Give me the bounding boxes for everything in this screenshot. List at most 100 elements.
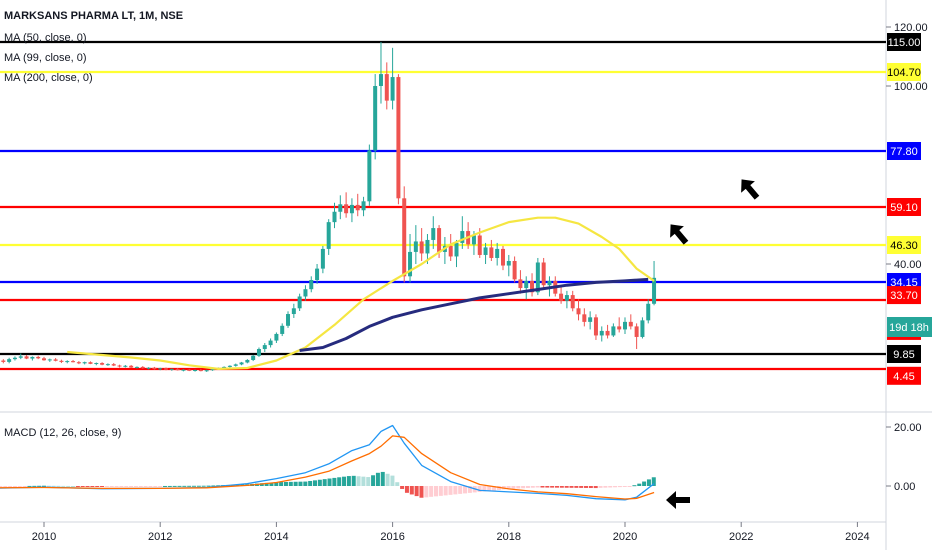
macd-histogram-bar	[274, 482, 279, 486]
time-tick-label: 2020	[613, 531, 637, 543]
macd-histogram-bar	[3, 486, 8, 487]
candle-up	[280, 325, 285, 334]
macd-histogram-bar	[584, 486, 589, 488]
candle-up	[623, 321, 627, 330]
candle-down	[42, 358, 46, 361]
macd-histogram-bar	[424, 486, 429, 498]
macd-histogram-bar	[598, 486, 603, 488]
candle-down	[129, 365, 134, 368]
macd-histogram-bar	[51, 485, 56, 487]
price-badge	[887, 63, 921, 81]
macd-histogram-bar	[283, 481, 288, 486]
candle-up	[524, 280, 529, 289]
macd-histogram-bar	[409, 486, 414, 495]
macd-histogram-bar	[579, 486, 584, 488]
macd-histogram-bar	[492, 486, 497, 491]
macd-histogram-bar	[279, 482, 284, 486]
macd-histogram-bar	[264, 482, 269, 486]
macd-histogram-bar	[366, 477, 371, 486]
macd-histogram-bar	[613, 486, 618, 488]
countdown-label: 19d 18h	[889, 322, 929, 334]
candle-up	[309, 280, 314, 290]
candle-up	[181, 369, 186, 371]
macd-histogram-bar	[41, 485, 46, 487]
candle-up	[361, 201, 366, 211]
candle-up	[320, 248, 325, 269]
candle-down	[88, 362, 93, 364]
macd-histogram-bar	[627, 486, 632, 487]
macd-histogram-bar	[32, 485, 37, 487]
macd-histogram-bar	[400, 486, 405, 489]
macd-histogram-bar	[487, 486, 492, 491]
candle-up	[303, 289, 308, 297]
macd-histogram-bar	[206, 485, 211, 487]
price-tick-label: 120.00	[894, 22, 928, 34]
macd-histogram-bar	[622, 486, 627, 487]
symbol-title: MARKSANS PHARMA LT, 1M, NSE	[4, 10, 184, 22]
candle-up	[245, 359, 250, 363]
candle-up	[12, 357, 17, 360]
candle-down	[634, 326, 639, 337]
macd-histogram-bar	[187, 485, 192, 487]
candle-up	[239, 362, 244, 365]
candle-down	[24, 356, 29, 359]
macd-histogram-bar	[453, 486, 458, 495]
macd-histogram-bar	[172, 485, 177, 487]
candle-down	[100, 363, 105, 365]
macd-histogram-bar	[433, 486, 438, 497]
candle-up	[454, 242, 459, 257]
macd-histogram-bar	[308, 480, 313, 486]
candle-up	[262, 345, 267, 350]
candle-up	[535, 262, 540, 293]
macd-histogram-bar	[332, 477, 337, 486]
macd-histogram-bar	[85, 486, 90, 487]
macd-histogram-bar	[564, 486, 569, 488]
candle-up	[146, 367, 151, 369]
candle-down	[117, 365, 122, 367]
candle-up	[94, 363, 99, 365]
candle-up	[7, 359, 12, 362]
ma-yellow-line	[67, 216, 655, 370]
macd-histogram-bar	[351, 475, 356, 486]
price-badge	[887, 198, 921, 216]
macd-histogram-bar	[56, 485, 61, 487]
candle-up	[588, 317, 593, 322]
price-badge	[887, 366, 921, 385]
candle-up	[47, 359, 52, 361]
macd-histogram-bar	[617, 486, 622, 488]
macd-histogram-bar	[516, 486, 521, 489]
candle-down	[187, 369, 192, 371]
candle-down	[198, 369, 203, 372]
ma-200-label: MA (200, close, 0)	[4, 72, 93, 84]
candle-up	[349, 204, 354, 214]
candle-up	[297, 296, 302, 309]
macd-histogram-bar	[71, 485, 76, 487]
price-badge-label: 77.80	[890, 146, 918, 158]
macd-histogram-bar	[66, 485, 71, 487]
candle-down	[164, 368, 169, 370]
candle-up	[204, 370, 209, 372]
arrow-marker-lower-shape	[670, 224, 689, 245]
macd-histogram-bar	[342, 476, 347, 486]
macd-histogram-bar	[356, 476, 361, 486]
candle-up	[222, 366, 227, 369]
candle-down	[500, 248, 505, 266]
macd-label: MACD (12, 26, close, 9)	[4, 427, 122, 439]
candle-up	[338, 204, 343, 212]
candle-up	[378, 74, 383, 86]
macd-histogram-bar	[463, 486, 468, 494]
candle-down	[576, 308, 581, 315]
candle-up	[332, 211, 337, 223]
macd-histogram-bar	[419, 486, 424, 498]
macd-histogram-bar	[27, 485, 32, 487]
macd-histogram-bar	[8, 486, 13, 487]
macd-histogram-bar	[346, 476, 351, 486]
candle-up	[390, 77, 395, 101]
macd-histogram-bar	[429, 486, 434, 497]
macd-signal-line	[0, 435, 655, 500]
macd-histogram-bar	[337, 477, 342, 486]
macd-histogram-bar	[521, 486, 526, 489]
candle-up	[547, 280, 552, 286]
